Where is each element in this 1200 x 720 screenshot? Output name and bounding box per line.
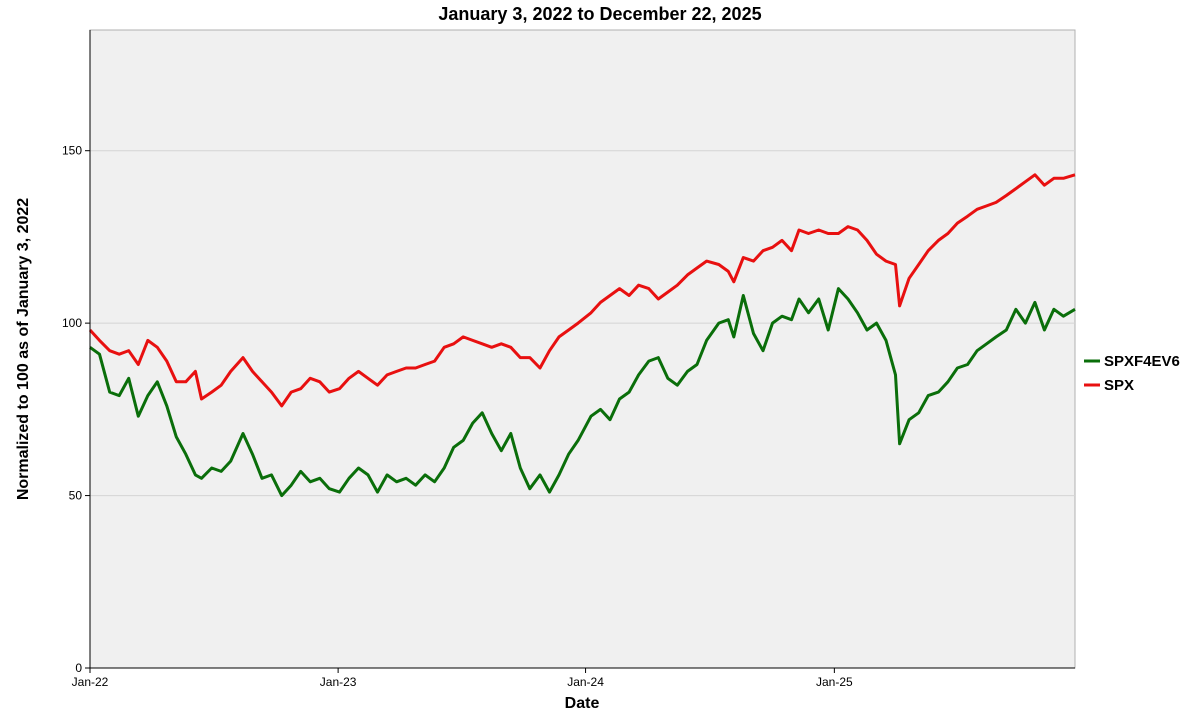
x-axis: Jan-22 Jan-23 Jan-24 Jan-25 xyxy=(72,668,853,689)
x-tick-label-Jan-25: Jan-25 xyxy=(816,675,853,689)
y-tick-label-0: 0 xyxy=(75,661,82,675)
x-tick-label-Jan-24: Jan-24 xyxy=(567,675,604,689)
series-lines xyxy=(88,173,1076,498)
x-tick-label-Jan-22: Jan-22 xyxy=(72,675,109,689)
y-axis-label: Normalized to 100 as of January 3, 2022 xyxy=(15,198,32,500)
x-tick-label-Jan-23: Jan-23 xyxy=(320,675,357,689)
plot-area xyxy=(89,29,1076,669)
legend-label-SPXF4EV6: SPXF4EV6 xyxy=(1104,353,1180,370)
series-line-SPX xyxy=(88,173,1076,408)
series-line-SPXF4EV6 xyxy=(89,287,1076,498)
y-tick-label-150: 150 xyxy=(62,144,82,158)
y-axis: 0 50 100 150 xyxy=(62,144,90,675)
x-axis-label: Date xyxy=(565,695,600,712)
legend-label-SPX: SPX xyxy=(1104,377,1134,394)
gridlines xyxy=(90,150,1075,497)
y-tick-label-50: 50 xyxy=(69,489,83,503)
chart-title: January 3, 2022 to December 22, 2025 xyxy=(438,4,761,24)
legend: SPXF4EV6 SPX xyxy=(1084,353,1180,394)
y-tick-label-100: 100 xyxy=(62,316,82,330)
